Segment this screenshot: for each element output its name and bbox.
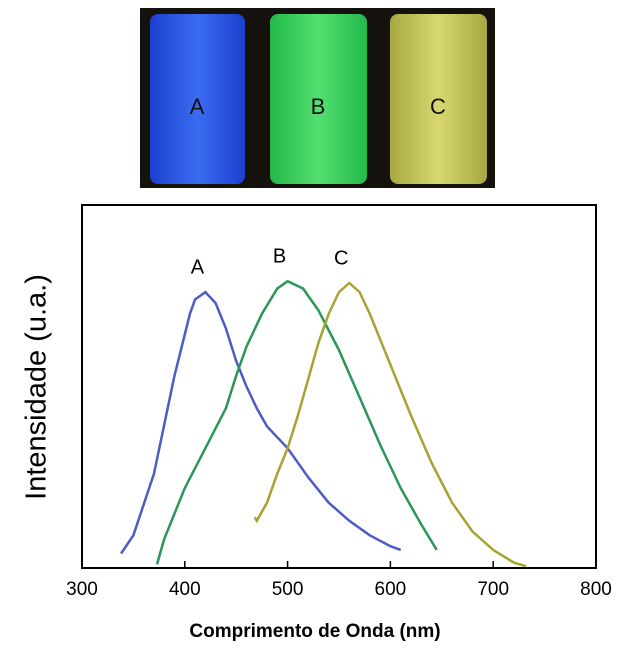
x-tick-label: 300 <box>66 579 98 600</box>
y-axis-label: Intensidade (u.a.) <box>21 274 53 500</box>
vial <box>390 14 487 184</box>
x-tick-label: 400 <box>169 579 201 600</box>
plot-frame <box>81 204 597 569</box>
series-line <box>120 290 402 555</box>
series-label: C <box>334 247 348 269</box>
x-axis-label: Comprimento de Onda (nm) <box>189 621 440 642</box>
vial <box>150 14 245 184</box>
x-tick-label: 500 <box>272 579 304 600</box>
series-label: A <box>191 256 205 278</box>
vial-photo: A B C <box>140 8 495 188</box>
vial-label: B <box>311 94 326 119</box>
vial-label: C <box>430 94 446 119</box>
vial <box>270 14 367 184</box>
series-label: B <box>273 246 286 268</box>
x-tick-label: 800 <box>580 579 612 600</box>
x-tick-label: 700 <box>477 579 509 600</box>
x-tick-label: 600 <box>375 579 407 600</box>
vial-label: A <box>190 94 205 119</box>
series-line <box>155 279 438 565</box>
series-line <box>253 281 527 568</box>
